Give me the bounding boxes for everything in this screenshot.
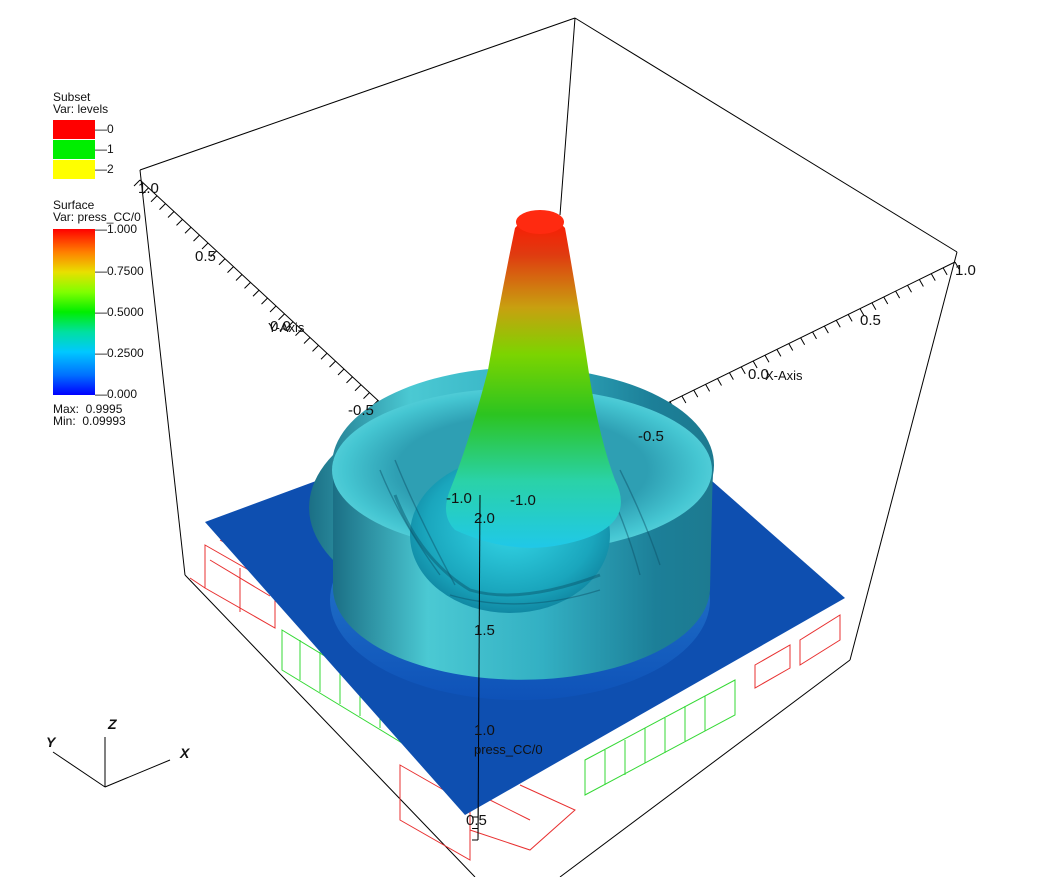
z-axis-label: press_CC/0 [474, 742, 543, 757]
x-tick-0.0: 0.0 [748, 366, 769, 383]
x-tick-0.5: 0.5 [860, 312, 881, 329]
y-tick-0.0: 0.0 [270, 318, 291, 335]
colorbar [53, 229, 95, 395]
orientation-triad [52, 737, 171, 788]
x-axis-label: X-Axis [765, 368, 803, 383]
subset-label-2: —2 [95, 162, 114, 176]
z-tick-1.0: 1.0 [474, 722, 495, 739]
x-tick-1.0: 1.0 [955, 262, 976, 279]
subset-swatch-1 [53, 140, 95, 159]
triad-x-label: X [180, 745, 190, 761]
colorbar-tick-075: —0.7500 [95, 264, 144, 278]
pressure-peak [446, 214, 621, 548]
colorbar-tick-0: —0.000 [95, 387, 138, 401]
surface-max: Max: 0.9995 [53, 402, 123, 416]
subset-legend-var: Var: levels [53, 102, 109, 116]
y-tick-0.5: 0.5 [195, 248, 216, 265]
triad-z-label: Z [108, 716, 117, 732]
z-tick-1.5: 1.5 [474, 622, 495, 639]
x-tick--1.0: -1.0 [510, 492, 536, 509]
subset-label-0: —0 [95, 122, 114, 136]
y-tick--0.5: -0.5 [348, 402, 374, 419]
y-axis-label: Y-Axis [268, 320, 305, 335]
y-tick-1.0: 1.0 [138, 180, 159, 197]
subset-label-1: —1 [95, 142, 114, 156]
z-tick-2.0: 2.0 [474, 510, 495, 527]
subset-legend-title: Subset [53, 90, 91, 104]
surface-legend-var: Var: press_CC/0 [53, 210, 141, 224]
colorbar-tick-1: —1.000 [95, 222, 138, 236]
y-tick--1.0: -1.0 [446, 490, 472, 507]
colorbar-tick-05: —0.5000 [95, 305, 144, 319]
subset-swatch-0 [53, 120, 95, 139]
z-tick-0.5: 0.5 [466, 812, 487, 829]
surface-min: Min: 0.09993 [53, 414, 126, 428]
colorbar-tick-025: —0.2500 [95, 346, 144, 360]
surface-legend-title: Surface [53, 198, 95, 212]
triad-y-label: Y [46, 734, 56, 750]
x-tick--0.5: -0.5 [638, 428, 664, 445]
subset-swatch-2 [53, 160, 95, 179]
bounding-box [139, 17, 958, 877]
